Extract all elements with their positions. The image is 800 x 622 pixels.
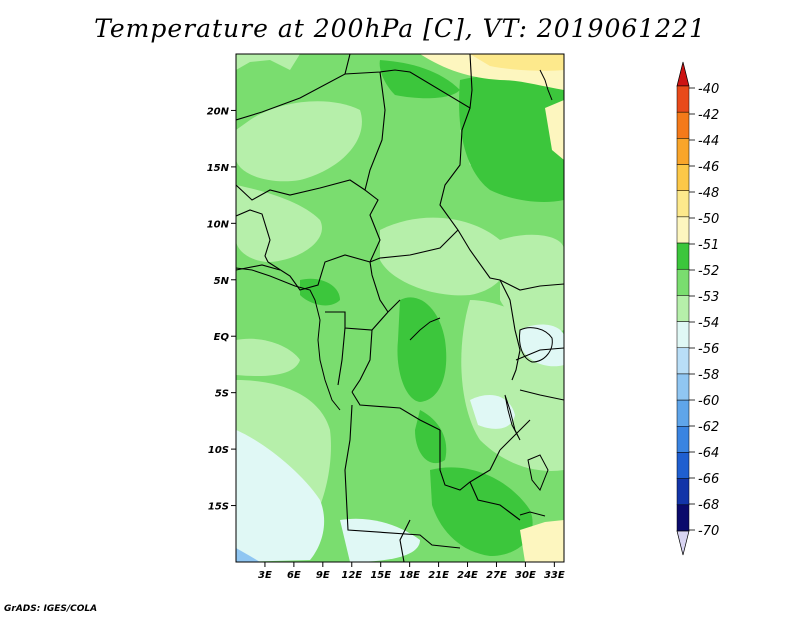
colorbar-swatch	[676, 321, 690, 349]
colorbar-label: -66	[698, 472, 719, 487]
colorbar-top-cap	[676, 61, 690, 87]
colorbar-label: -40	[698, 82, 719, 97]
colorbar-swatch	[676, 373, 690, 401]
colorbar-swatch	[676, 268, 690, 296]
country-borders	[236, 54, 564, 562]
colorbar-swatch	[676, 295, 690, 322]
colorbar-label: -68	[698, 498, 719, 513]
colorbar-label: -44	[698, 134, 719, 149]
colorbar-label: -53	[698, 290, 719, 305]
colorbar-swatch	[676, 85, 690, 113]
lon-tick-label: 30E	[515, 570, 536, 581]
lat-tick-label: 15N	[207, 163, 230, 174]
lon-tick-label: 15E	[370, 570, 391, 581]
lon-tick-label: 33E	[544, 570, 565, 581]
lon-tick-label: 6E	[287, 570, 301, 581]
colorbar-bottom-cap	[676, 530, 690, 556]
colorbar-label: -48	[698, 186, 719, 201]
colorbar-label: -50	[698, 212, 719, 227]
lat-tick-label: 10N	[207, 219, 230, 230]
colorbar-swatch	[676, 242, 690, 270]
colorbar-swatch	[676, 478, 690, 506]
temperature-field	[236, 54, 564, 562]
lat-tick-label: 10S	[208, 445, 229, 456]
lat-tick-label: 5S	[215, 389, 229, 400]
map-title: Temperature at 200hPa [C], VT: 201906122…	[94, 14, 706, 43]
colorbar-swatch	[676, 426, 690, 453]
lat-tick-label: 20N	[207, 106, 230, 117]
colorbar-label: -51	[698, 238, 719, 253]
coastlines	[236, 69, 553, 517]
colorbar-swatch	[676, 399, 690, 427]
lon-tick-label: 21E	[428, 570, 449, 581]
colorbar-label: -56	[698, 342, 719, 357]
lon-tick-label: 12E	[341, 570, 362, 581]
lon-tick-label: 27E	[486, 570, 507, 581]
colorbar-swatch	[676, 216, 690, 244]
longitude-axis: 3E 6E 9E 12E 15E 18E 21E 24E 27E 30E 33E	[258, 562, 565, 581]
colorbar-swatch	[676, 504, 690, 532]
colorbar-label: -46	[698, 160, 719, 175]
colorbar-label: -70	[698, 524, 719, 539]
colorbar-swatch	[676, 347, 690, 375]
colorbar-label: -64	[698, 446, 719, 461]
lat-tick-label: EQ	[214, 332, 230, 343]
lon-tick-label: 3E	[258, 570, 272, 581]
latitude-axis: 20N 15N 10N 5N EQ 5S 10S 15S	[207, 106, 236, 513]
colorbar: -40 -42 -44 -46 -48 -50 -51 -52 -53 -54 -56 -58 -60 -…	[676, 61, 719, 556]
lon-tick-label: 24E	[457, 570, 478, 581]
colorbar-swatch	[676, 111, 690, 139]
colorbar-swatch	[676, 452, 690, 479]
colorbar-swatch	[676, 190, 690, 218]
lat-tick-label: 5N	[214, 276, 230, 287]
colorbar-swatch	[676, 164, 690, 191]
colorbar-label: -52	[698, 264, 719, 279]
lon-tick-label: 9E	[316, 570, 330, 581]
colorbar-label: -62	[698, 420, 719, 435]
colorbar-label: -58	[698, 368, 719, 383]
colorbar-label: -60	[698, 394, 719, 409]
lat-tick-label: 15S	[208, 502, 229, 513]
grads-credit: GrADS: IGES/COLA	[4, 604, 98, 614]
lon-tick-label: 18E	[399, 570, 420, 581]
colorbar-label: -42	[698, 108, 719, 123]
colorbar-swatch	[676, 138, 690, 165]
colorbar-label: -54	[698, 316, 719, 331]
map-frame	[235, 53, 565, 563]
